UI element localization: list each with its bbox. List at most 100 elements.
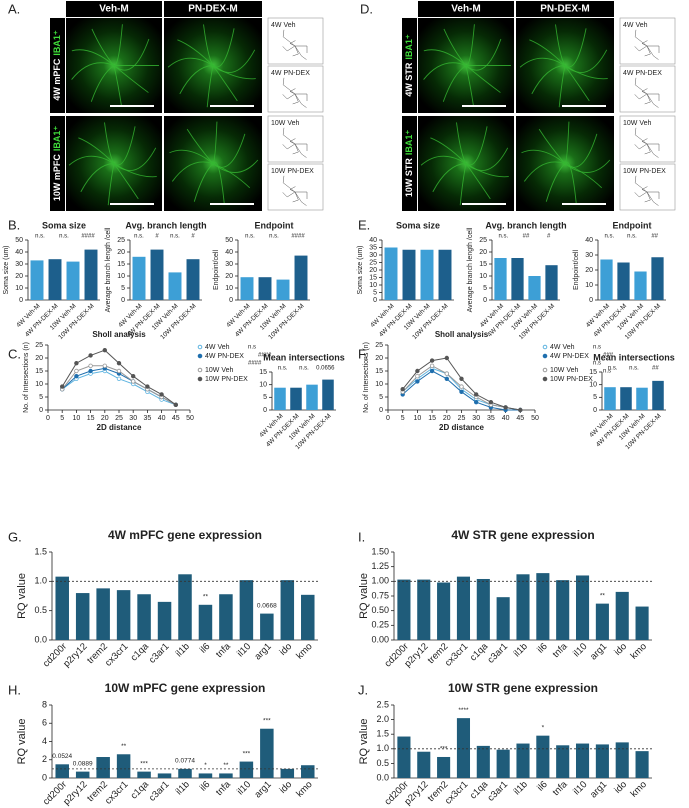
trace: [292, 143, 299, 155]
bar: [496, 749, 510, 778]
process: [564, 65, 590, 102]
x-tick-label: il1b: [512, 779, 530, 797]
x-tick-label: tnfa: [551, 779, 570, 798]
y-tick-label: 0.0: [34, 634, 47, 644]
point: [459, 389, 464, 394]
bar: [178, 574, 192, 640]
y-tick-label: 1.5: [376, 729, 389, 739]
y-tick-label: 25: [479, 237, 487, 244]
y-tick-label: 10: [225, 285, 233, 292]
process: [206, 65, 214, 108]
process: [113, 65, 123, 107]
point: [173, 402, 178, 407]
chart-title: 4W mPFC gene expression: [108, 528, 262, 542]
bar: [75, 771, 90, 778]
x-tick-label: kmo: [629, 779, 649, 799]
significance: 0.0774: [175, 758, 195, 765]
y-axis-label: RQ value: [358, 719, 370, 765]
y-tick-label: 0.5: [376, 758, 389, 768]
point: [88, 353, 93, 358]
point: [102, 363, 107, 368]
process: [169, 149, 214, 164]
y-tick-label: 15: [589, 369, 597, 376]
bar: [301, 765, 315, 778]
trace: [289, 186, 296, 193]
process: [564, 159, 611, 173]
trace: [292, 191, 299, 203]
trace-label: 10W PN-DEX: [623, 168, 666, 175]
bar: [456, 576, 471, 640]
y-tick-label: 5: [263, 394, 267, 401]
process: [423, 49, 467, 66]
trace: [282, 175, 296, 193]
y-tick-label: 0.50: [371, 605, 389, 615]
y-tick-label: 0: [263, 407, 267, 414]
x-tick-label: 45: [516, 415, 524, 422]
process: [177, 39, 214, 66]
y-tick-label: 0: [373, 297, 377, 304]
significance: ####: [291, 234, 305, 240]
y-tick-label: 15: [35, 368, 43, 375]
bar: [615, 591, 629, 640]
process: [71, 62, 115, 80]
process: [193, 163, 214, 202]
y-tick-label: 1.0: [34, 576, 47, 586]
x-tick-label: 20: [443, 415, 451, 422]
y-tick-label: 30: [585, 252, 593, 259]
significance: #: [547, 234, 551, 240]
bar: [595, 744, 609, 778]
x-tick-label: arg1: [253, 641, 274, 662]
significance: 0.0656: [316, 366, 335, 372]
significance: 0.0668: [257, 602, 277, 609]
trace: [644, 45, 651, 57]
process: [171, 161, 214, 182]
bar: [417, 579, 431, 640]
y-tick-label: 25: [117, 237, 125, 244]
point: [503, 405, 508, 410]
column-header-bg: [516, 1, 614, 17]
trace: [294, 143, 307, 158]
trace-box: [619, 163, 676, 211]
point: [415, 374, 420, 379]
legend-marker: [197, 376, 203, 382]
y-tick-label: 15: [259, 369, 267, 376]
process: [442, 65, 467, 102]
chart-title: Avg. branch length: [485, 220, 566, 230]
chart-title: Soma size: [42, 220, 86, 230]
y-tick-label: 20: [225, 273, 233, 280]
x-tick-label: 0: [46, 415, 50, 422]
trace: [647, 191, 660, 199]
bar: [402, 249, 416, 300]
process: [68, 155, 115, 166]
point: [74, 361, 79, 366]
y-axis-label: RQ value: [16, 573, 28, 619]
significance: ###: [603, 353, 614, 359]
significance: n.s.: [629, 366, 639, 372]
x-tick-label: tnfa: [214, 779, 233, 798]
y-tick-label: 0: [229, 297, 233, 304]
point: [88, 368, 93, 374]
trace: [647, 45, 660, 53]
process: [555, 24, 566, 66]
x-tick-label: ido: [277, 779, 294, 796]
y-tick-label: 0.75: [371, 590, 389, 600]
x-tick-label: 30: [472, 415, 480, 422]
process: [465, 163, 509, 178]
trace: [289, 138, 296, 145]
trace: [646, 143, 659, 158]
y-tick-label: 20: [585, 267, 593, 274]
column-header-bg: [418, 1, 514, 17]
legend-marker: [542, 367, 548, 373]
y-tick-label: 15: [369, 274, 377, 281]
trace: [644, 93, 651, 105]
chart-title: Mean intersections: [263, 352, 345, 362]
significance: ***: [243, 750, 251, 757]
y-tick-label: 15: [117, 261, 125, 268]
process: [107, 163, 115, 206]
y-tick-label: 35: [369, 244, 377, 251]
point: [116, 376, 122, 381]
bar: [636, 387, 648, 410]
bar: [48, 259, 62, 300]
significance: ****: [458, 707, 469, 714]
bar: [528, 276, 541, 300]
